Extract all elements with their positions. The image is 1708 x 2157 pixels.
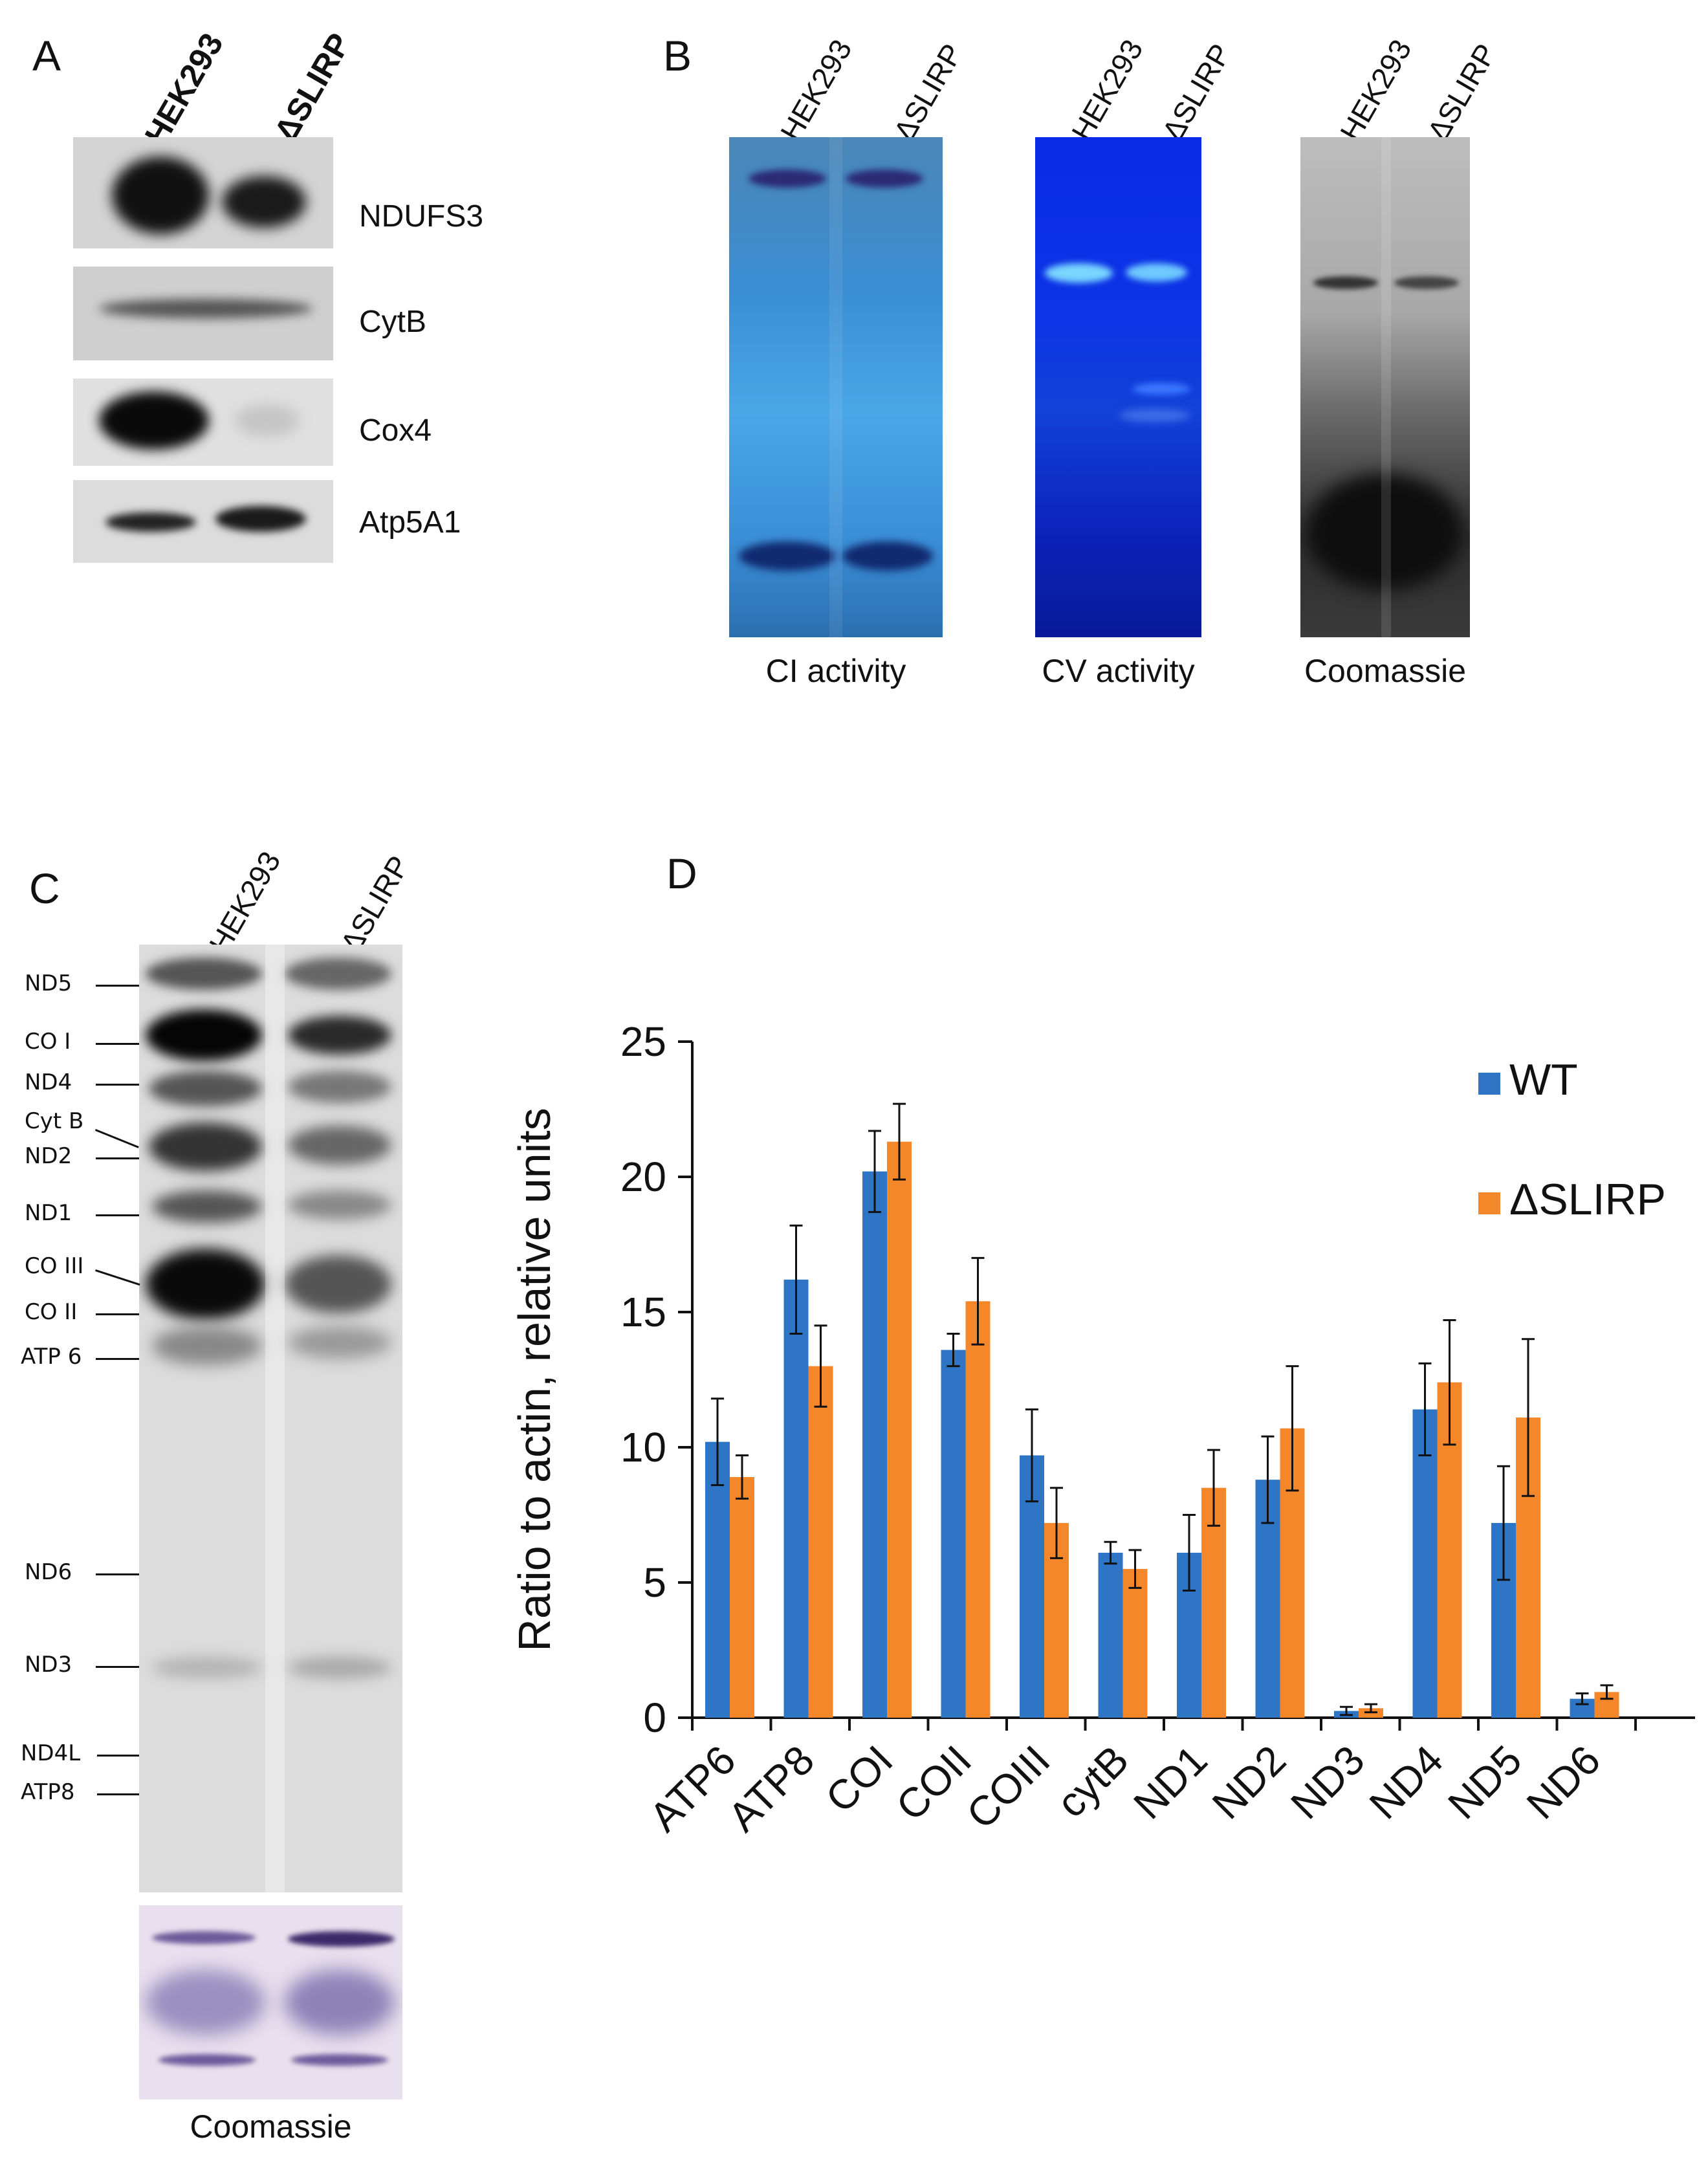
ndufs3-blot [73, 137, 333, 248]
band-label: ND5 [25, 970, 72, 996]
atp5a1-blot [73, 480, 333, 563]
panel-d-letter: D [666, 849, 697, 897]
band-pointer [96, 1043, 139, 1045]
band-label: CO II [25, 1299, 78, 1325]
panel-b-lane-label: ΔSLIRP [1420, 38, 1503, 147]
x-tick-label: ATP8 [719, 1736, 823, 1841]
y-axis-title: Ratio to actin, relative units [509, 1108, 560, 1651]
legend-swatch [1478, 1192, 1500, 1214]
panel-c-lane-label: ΔSLIRP [333, 849, 416, 959]
panel-a-letter: A [32, 32, 61, 80]
band-label: ATP 6 [21, 1344, 82, 1370]
bar-wt [783, 1279, 809, 1718]
panel-b-lane-label: HEK293 [1064, 34, 1150, 147]
bar-wt [1098, 1553, 1123, 1718]
cox4-blot [73, 378, 333, 466]
panel-b-lane-label: ΔSLIRP [1155, 38, 1238, 147]
bar-slirp [808, 1366, 833, 1718]
x-tick-label: ATP6 [640, 1736, 745, 1841]
band-pointer [96, 1313, 139, 1315]
band-pointer [94, 1129, 139, 1148]
panel-b-lane-label: ΔSLIRP [886, 38, 969, 147]
band-label: ATP8 [21, 1779, 75, 1805]
y-tick-label: 5 [643, 1559, 666, 1606]
band-pointer [96, 1157, 139, 1159]
bar-chart: 0 5 10 15 20 25 Ratio to actin, relative units… [509, 1018, 1695, 1841]
bar-slirp [730, 1476, 754, 1718]
panel-c-letter: C [29, 864, 60, 912]
cytb-blot [73, 267, 333, 360]
y-tick-label: 25 [620, 1018, 666, 1065]
blot-label: Cox4 [359, 413, 432, 448]
x-tick-label: ND5 [1439, 1736, 1530, 1828]
bar-wt [705, 1441, 730, 1718]
x-tick-label: cytB [1047, 1736, 1137, 1826]
x-tick-label: ND2 [1203, 1736, 1295, 1828]
coomassie-gel [1300, 137, 1470, 637]
radiolabel-gel [139, 945, 402, 1892]
band-pointer [97, 1793, 139, 1795]
x-tick-label: ND4 [1361, 1736, 1452, 1828]
x-tick-label: COIII [958, 1736, 1059, 1838]
coomassie-loading-gel [139, 1905, 402, 2099]
bar-wt [862, 1171, 887, 1718]
blot-label: CytB [359, 305, 427, 339]
blot-label: Atp5A1 [359, 505, 461, 540]
bar-slirp [1122, 1569, 1148, 1718]
ci-activity-gel [729, 137, 943, 637]
legend-label: ΔSLIRP [1509, 1175, 1666, 1224]
y-tick-label: 20 [620, 1154, 666, 1200]
x-tick-label: COI [816, 1736, 901, 1821]
band-pointer [96, 1666, 139, 1668]
x-tick-label: COII [887, 1736, 980, 1830]
panel-a-lane-label: HEK293 [137, 27, 230, 151]
gel-caption: Coomassie [1304, 653, 1467, 689]
panel-c-lane-label: HEK293 [202, 846, 287, 959]
cv-activity-gel [1035, 137, 1201, 637]
y-tick-label: 0 [643, 1694, 666, 1741]
gel-caption: Coomassie [190, 2108, 352, 2145]
gel-caption: CV activity [1042, 653, 1195, 689]
panel-a-lane-label: ΔSLIRP [267, 27, 358, 148]
legend-label: WT [1509, 1055, 1578, 1104]
panel-b-letter: B [663, 32, 692, 80]
band-pointer [96, 985, 139, 987]
legend-swatch [1478, 1073, 1500, 1095]
band-label: ND4L [21, 1740, 81, 1766]
y-tick-label: 15 [620, 1289, 666, 1335]
x-tick-label: ND6 [1518, 1736, 1609, 1828]
panel-b-lane-label: HEK293 [773, 34, 859, 147]
band-pointer [96, 1573, 139, 1575]
band-label: ND4 [25, 1069, 72, 1095]
band-label: CO III [25, 1253, 84, 1279]
band-label: ND2 [25, 1143, 72, 1169]
band-pointer [96, 1084, 139, 1086]
y-tick-label: 10 [620, 1424, 666, 1471]
bar-wt [1412, 1409, 1438, 1718]
bar-slirp [887, 1141, 912, 1718]
band-pointer [95, 1269, 140, 1286]
band-label: ND6 [25, 1559, 72, 1585]
band-label: ND3 [25, 1652, 72, 1678]
panel-b-lane-label: HEK293 [1333, 34, 1418, 147]
band-pointer [96, 1214, 139, 1216]
band-label: CO I [25, 1029, 71, 1055]
bar-slirp [965, 1301, 991, 1718]
x-tick-label: ND1 [1124, 1736, 1216, 1828]
band-label: ND1 [25, 1200, 72, 1226]
band-pointer [96, 1358, 139, 1360]
gel-caption: CI activity [765, 653, 906, 689]
bar-wt [941, 1350, 966, 1718]
x-tick-label: ND3 [1282, 1736, 1373, 1828]
band-label: Cyt B [25, 1108, 84, 1134]
band-pointer [97, 1755, 139, 1757]
blot-label: NDUFS3 [359, 199, 484, 234]
